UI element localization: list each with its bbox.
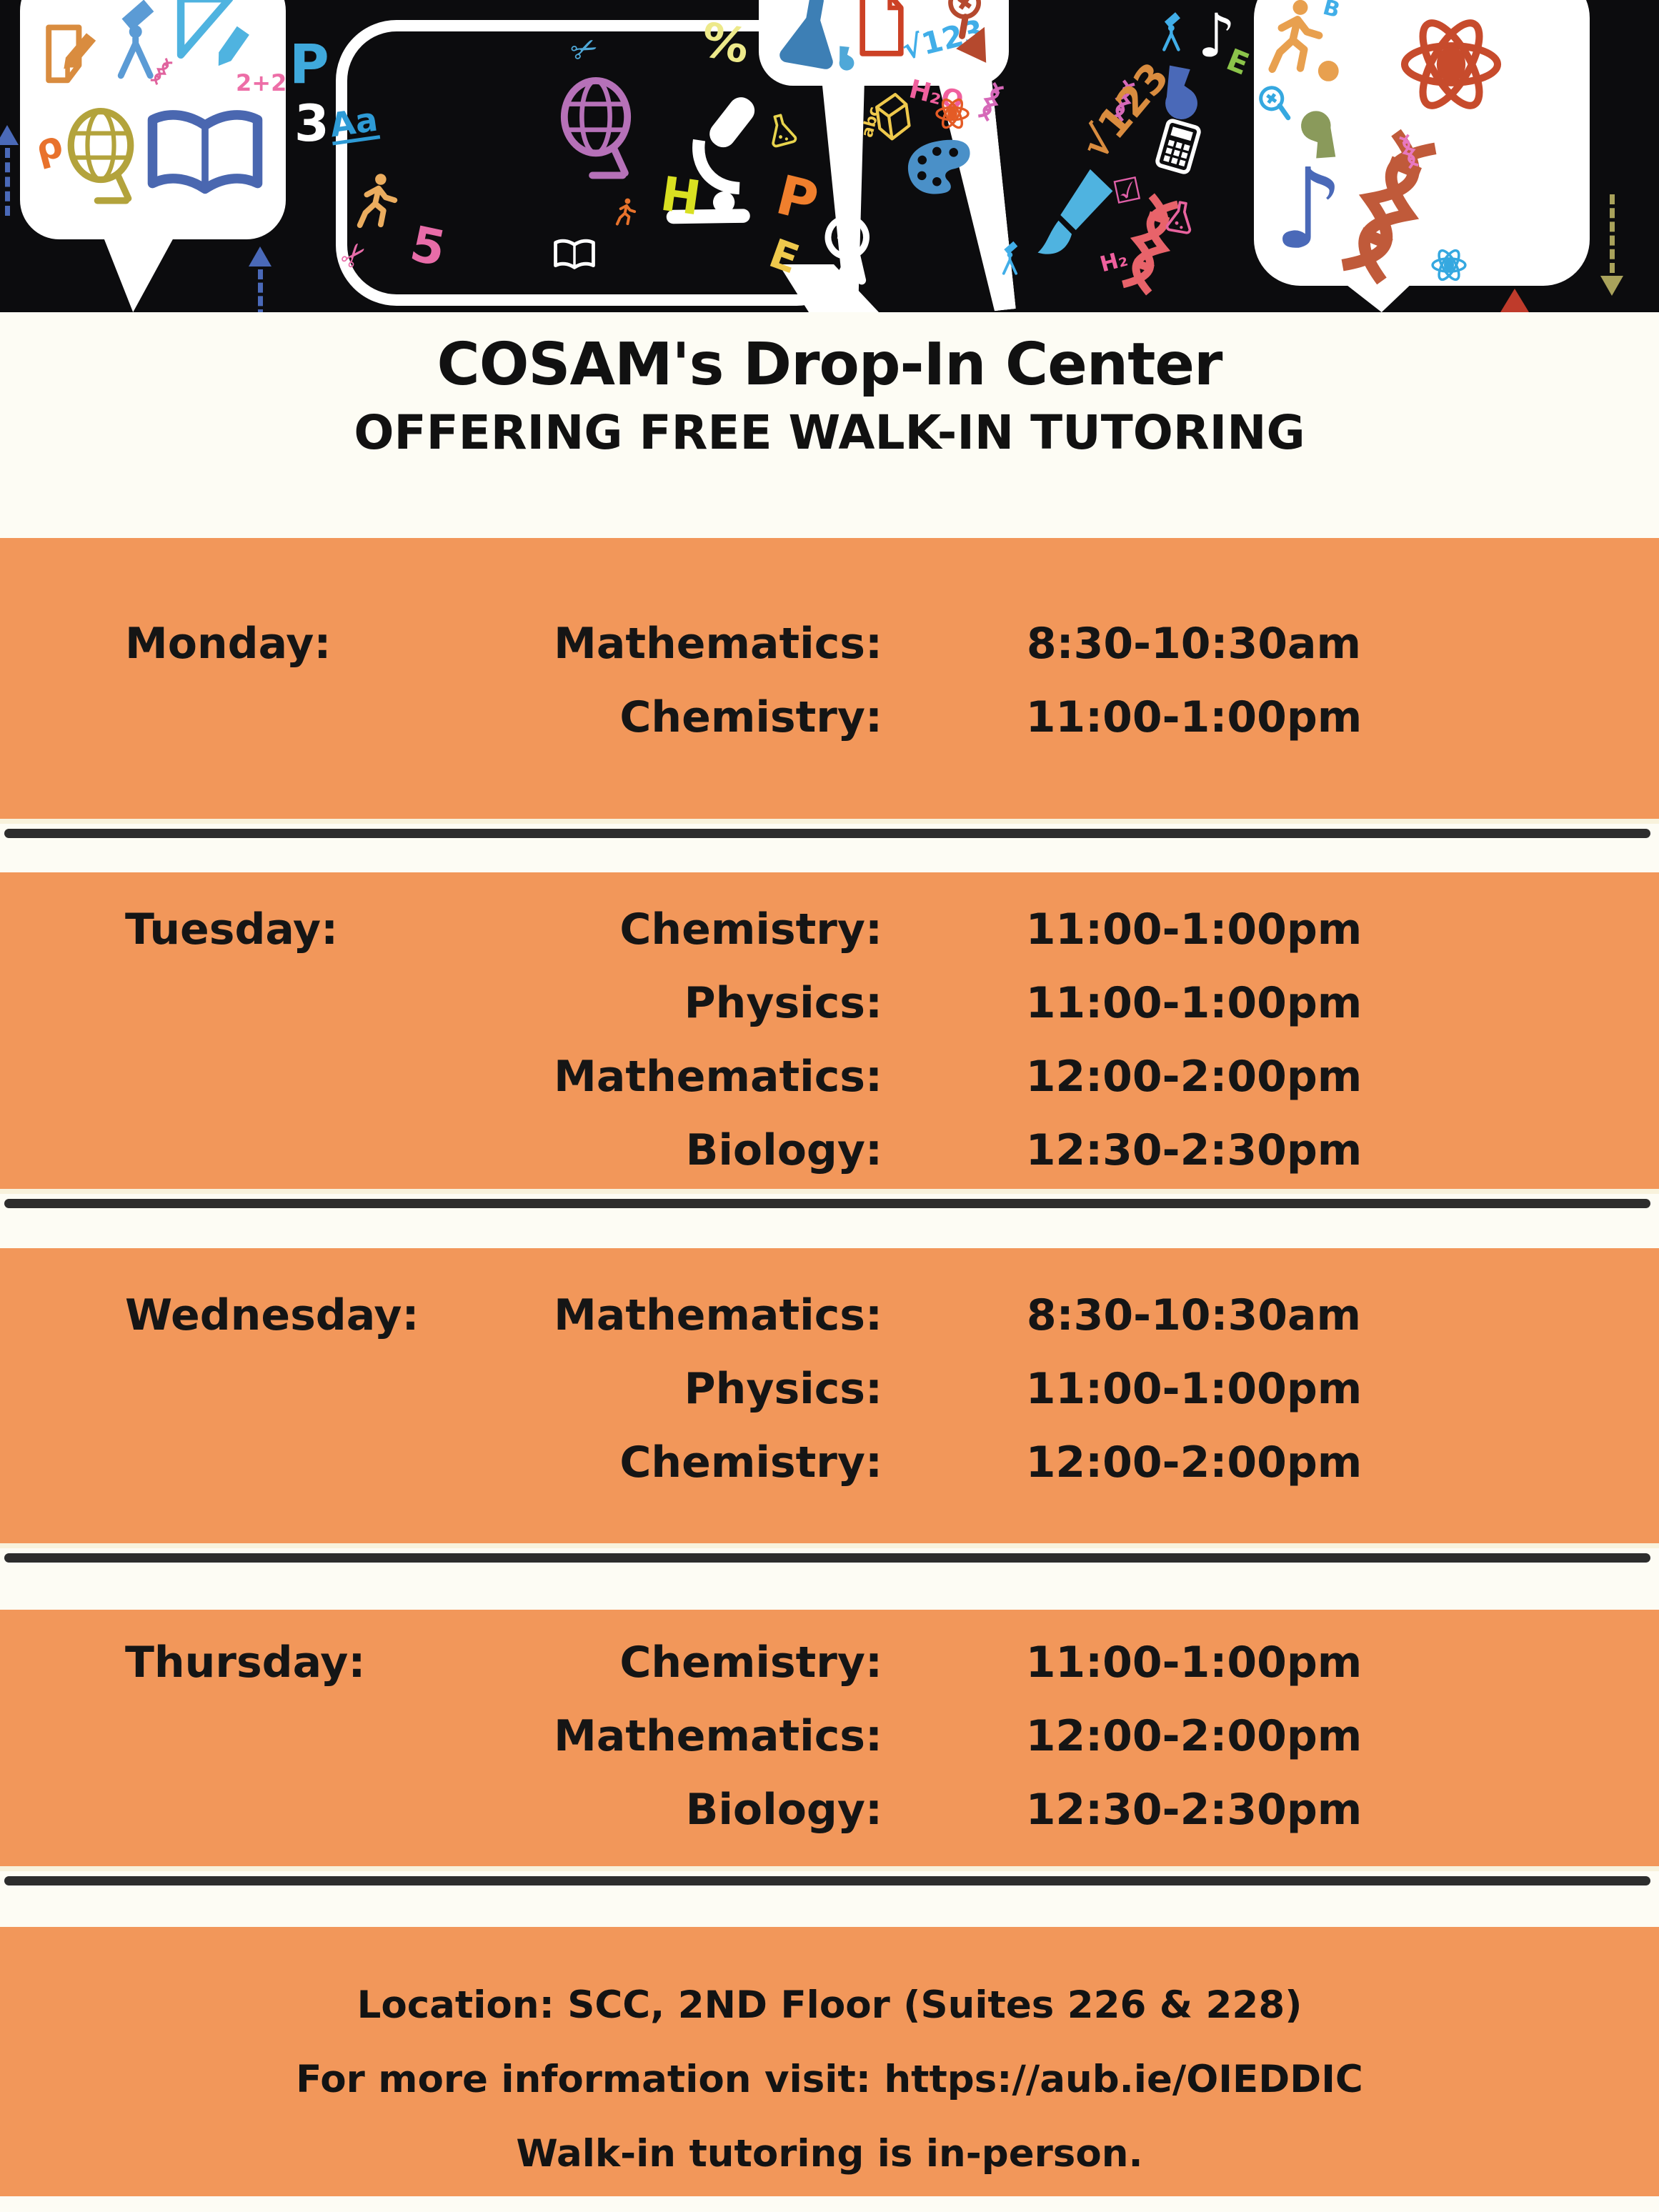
letter-p-blue: P <box>289 32 329 96</box>
divider-line <box>4 1876 1650 1885</box>
subject-label: Biology: <box>685 1125 882 1175</box>
divider-line <box>4 829 1650 838</box>
schedule-row: Tuesday: Chemistry: 11:00-1:00pm <box>125 892 1659 966</box>
info-url-text: For more information visit: https://aub.… <box>296 2058 1363 2101</box>
schedule-row: Chemistry: 11:00-1:00pm <box>125 680 1659 754</box>
arrow-up-icon <box>249 246 271 312</box>
schedule-row: Chemistry: 12:00-2:00pm <box>125 1425 1659 1499</box>
palette-icon <box>895 120 987 214</box>
schedule-block-monday: Monday: Mathematics: 8:30-10:30am Chemis… <box>0 538 1659 824</box>
percent-sign: % <box>697 11 754 75</box>
two-plus-two-label: 2+2 <box>236 69 287 96</box>
schedule-row: Physics: 11:00-1:00pm <box>125 966 1659 1040</box>
atom-icon <box>1388 11 1515 117</box>
day-label: Wednesday: <box>125 1290 419 1340</box>
subject-label: Mathematics: <box>554 1290 882 1340</box>
running-person-icon <box>352 171 403 237</box>
number-three: 3 <box>294 94 329 153</box>
open-book-icon <box>552 234 597 276</box>
speech-bubble-left-tail <box>100 229 179 312</box>
time-label: 12:00-2:00pm <box>1025 1710 1362 1761</box>
page-title: COSAM's Drop-In Center <box>437 331 1223 399</box>
day-label: Monday: <box>125 618 332 669</box>
telescope-icon <box>997 239 1024 275</box>
atom-icon <box>1430 246 1468 284</box>
subject-label: Chemistry: <box>619 692 882 742</box>
triangle-icon <box>1500 289 1529 312</box>
paper-sheet-icon <box>854 0 910 57</box>
time-label: 12:00-2:00pm <box>1025 1437 1362 1488</box>
time-label: 11:00-1:00pm <box>1025 977 1362 1028</box>
subject-label: Chemistry: <box>619 904 882 955</box>
schedule-block-wednesday: Wednesday: Mathematics: 8:30-10:30am Phy… <box>0 1248 1659 1548</box>
day-label: Tuesday: <box>125 904 339 955</box>
divider-line <box>4 1199 1650 1208</box>
footer: Location: SCC, 2ND Floor (Suites 226 & 2… <box>0 1927 1659 2196</box>
day-label: Thursday: <box>125 1637 366 1688</box>
time-label: 8:30-10:30am <box>1026 618 1362 669</box>
schedule-block-thursday: Thursday: Chemistry: 11:00-1:00pm Mathem… <box>0 1610 1659 1871</box>
telescope-icon <box>1156 10 1187 51</box>
subject-label: Physics: <box>684 1363 882 1414</box>
schedule-row: Monday: Mathematics: 8:30-10:30am <box>125 607 1659 680</box>
globe-icon <box>64 100 137 213</box>
schedule-row: Thursday: Chemistry: 11:00-1:00pm <box>125 1625 1659 1699</box>
music-note-icon: ♪ <box>1197 1 1236 71</box>
schedule-block-tuesday: Tuesday: Chemistry: 11:00-1:00pm Physics… <box>0 872 1659 1194</box>
subject-label: Biology: <box>685 1784 882 1835</box>
arrow-up-icon <box>0 125 19 219</box>
aa-label: Aa <box>327 99 380 146</box>
subject-label: Physics: <box>684 977 882 1028</box>
schedule-row: Wednesday: Mathematics: 8:30-10:30am <box>125 1278 1659 1352</box>
divider-line <box>4 1553 1650 1563</box>
time-label: 11:00-1:00pm <box>1025 904 1362 955</box>
subject-label: Mathematics: <box>554 1051 882 1102</box>
running-person-icon <box>613 194 639 233</box>
letter-h-yellow: H <box>657 166 704 226</box>
arrow-down-icon <box>1600 191 1623 296</box>
time-label: 12:30-2:30pm <box>1025 1125 1362 1175</box>
time-label: 12:00-2:00pm <box>1025 1051 1362 1102</box>
pencil-paper-icon <box>39 16 107 96</box>
schedule-row: Mathematics: 12:00-2:00pm <box>125 1699 1659 1773</box>
schedule-row: Mathematics: 12:00-2:00pm <box>125 1040 1659 1113</box>
subject-label: Chemistry: <box>619 1437 882 1488</box>
schedule-row: Physics: 11:00-1:00pm <box>125 1352 1659 1425</box>
heading-section: COSAM's Drop-In Center OFFERING FREE WAL… <box>0 331 1659 461</box>
in-person-text: Walk-in tutoring is in-person. <box>516 2132 1143 2176</box>
time-label: 11:00-1:00pm <box>1025 692 1362 742</box>
page-subtitle: OFFERING FREE WALK-IN TUTORING <box>354 405 1305 460</box>
banner: 2+2 ρ P 3 Aa 5 ✂ ✂ % H P E √123 abc <box>0 0 1659 312</box>
subject-label: Mathematics: <box>554 618 882 669</box>
time-label: 11:00-1:00pm <box>1025 1363 1362 1414</box>
flask-icon <box>1162 196 1200 240</box>
schedule-row: Biology: 12:30-2:30pm <box>125 1113 1659 1187</box>
music-note-icon: ♪ <box>1273 144 1344 274</box>
schedule-row: Biology: 12:30-2:30pm <box>125 1773 1659 1846</box>
time-label: 12:30-2:30pm <box>1025 1784 1362 1835</box>
checkbox-icon: ☑ <box>1110 170 1145 212</box>
subject-label: Chemistry: <box>619 1637 882 1688</box>
subject-label: Mathematics: <box>554 1710 882 1761</box>
time-label: 11:00-1:00pm <box>1025 1637 1362 1688</box>
time-label: 8:30-10:30am <box>1026 1290 1362 1340</box>
open-book-icon <box>141 94 269 214</box>
location-text: Location: SCC, 2ND Floor (Suites 226 & 2… <box>357 1983 1302 2027</box>
globe-icon <box>557 69 634 189</box>
